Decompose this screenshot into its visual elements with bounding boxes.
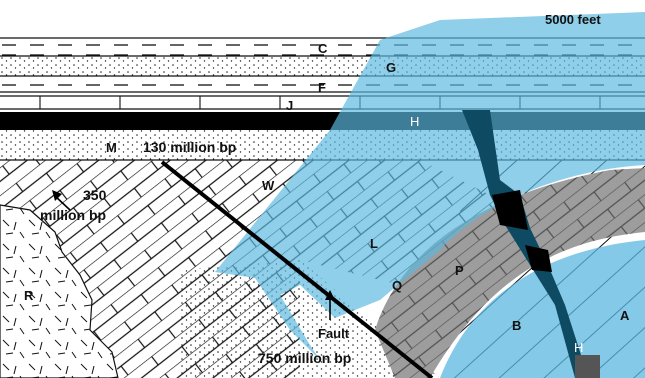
layer-q-label: Q [392, 278, 402, 293]
layer-j-label: J [286, 98, 293, 113]
dark-dike [462, 110, 600, 378]
fault-line [160, 160, 434, 378]
water-lower-right [440, 240, 645, 378]
dike-base-block [575, 355, 600, 378]
dotted-unit-lower [180, 260, 440, 378]
layer-f-label: F [318, 80, 326, 95]
age-350-label-line2: million bp [40, 207, 106, 223]
layer-g-label: G [386, 60, 396, 75]
layer-a-label: A [620, 308, 630, 323]
fault-label: Fault [318, 326, 350, 341]
layer-m-label: M [106, 140, 117, 155]
age-750-label: 750 million bp [258, 350, 351, 366]
age-350-label-line1: 350 [83, 187, 107, 203]
layer-w-label: W [262, 178, 275, 193]
layer-h-lower-label: H [574, 340, 583, 355]
layer-c-label: C [318, 41, 328, 56]
layer-p-label: P [455, 263, 464, 278]
layer-h-label: H [410, 114, 419, 129]
age-130-label: 130 million bp [143, 139, 236, 155]
layer-r-label: R [24, 288, 34, 303]
layer-l-label: L [370, 236, 378, 251]
water-overlay [215, 12, 645, 360]
scale-label: 5000 feet [545, 12, 601, 27]
layer-b-label: B [512, 318, 521, 333]
